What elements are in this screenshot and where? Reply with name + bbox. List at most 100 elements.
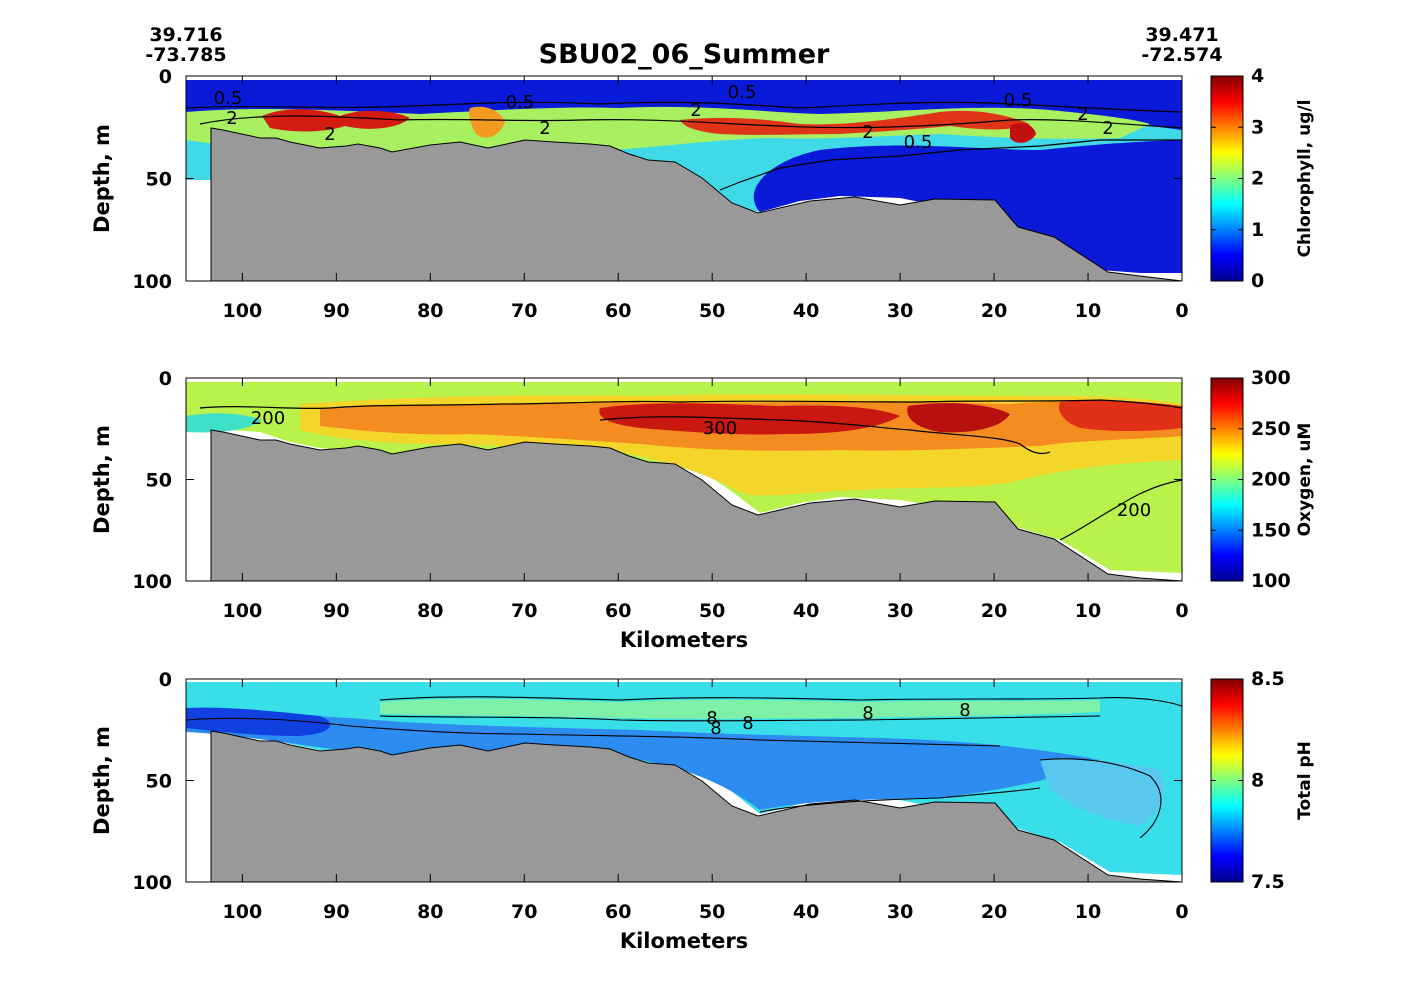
ph-contour-label: 8 xyxy=(742,713,753,734)
end-longitude: -72.574 xyxy=(1141,44,1222,66)
ph-x-tick-label: 30 xyxy=(887,901,913,923)
ph-x-tick-label: 100 xyxy=(223,901,263,923)
ph-contour-label: 8 xyxy=(710,718,721,739)
chlorophyll-y-tick-label: 100 xyxy=(132,271,172,293)
ph-x-tick-label: 80 xyxy=(417,901,443,923)
chlorophyll-contour-label: 0.5 xyxy=(904,132,933,153)
chlorophyll-x-tick-label: 90 xyxy=(323,300,349,322)
oxygen-y-tick-label: 100 xyxy=(132,571,172,593)
oxygen-colorbar-label: Oxygen, uM xyxy=(1295,423,1315,537)
ph-x-tick-label: 10 xyxy=(1075,901,1101,923)
chlorophyll-orange-patch-mid xyxy=(469,106,505,138)
chlorophyll-contour-label: 2 xyxy=(539,118,550,139)
oxygen-x-tick-label: 40 xyxy=(793,600,819,622)
chlorophyll-x-tick-label: 100 xyxy=(223,300,263,322)
chlorophyll-x-tick-label: 40 xyxy=(793,300,819,322)
start-longitude: -73.785 xyxy=(145,44,226,66)
chlorophyll-x-tick-label: 50 xyxy=(699,300,725,322)
oxygen-x-tick-label: 100 xyxy=(223,600,263,622)
ph-bathymetry xyxy=(210,730,1183,883)
chlorophyll-y-tick-label: 0 xyxy=(159,66,172,88)
chlorophyll-contour-label: 2 xyxy=(862,122,873,143)
chlorophyll-colorbar xyxy=(1210,75,1244,282)
oxygen-colorbar-tick-label: 150 xyxy=(1251,519,1291,541)
chlorophyll-red-spot-east xyxy=(1010,123,1036,143)
ph-contour-label: 8 xyxy=(959,700,970,721)
chlorophyll-colorbar-tick-label: 1 xyxy=(1251,219,1264,241)
ph-y-tick-label: 100 xyxy=(132,872,172,894)
ph-y-axis-label: Depth, m xyxy=(90,726,114,835)
oxygen-x-axis-label: Kilometers xyxy=(620,628,748,652)
oxygen-x-tick-label: 60 xyxy=(605,600,631,622)
ph-field xyxy=(186,682,1182,875)
ph-lighter-east xyxy=(1040,758,1164,826)
ph-y-tick-label: 50 xyxy=(146,771,172,793)
oxygen-field xyxy=(186,382,1182,573)
chlorophyll-contour-label: 2 xyxy=(1102,118,1113,139)
chlorophyll-y-tick-label: 50 xyxy=(146,169,172,191)
oxygen-x-tick-label: 90 xyxy=(323,600,349,622)
oxygen-red-band-far-east xyxy=(1058,400,1182,431)
ph-blue-layer xyxy=(186,714,1100,810)
oxygen-red-core-east xyxy=(907,403,1010,433)
ph-x-tick-label: 50 xyxy=(699,901,725,923)
ph-x-tick-label: 40 xyxy=(793,901,819,923)
chlorophyll-contour-label: 0.5 xyxy=(1004,90,1033,111)
chlorophyll-x-tick-label: 70 xyxy=(511,300,537,322)
chlorophyll-x-tick-label: 60 xyxy=(605,300,631,322)
oxygen-x-tick-label: 50 xyxy=(699,600,725,622)
oxygen-y-tick-label: 50 xyxy=(146,470,172,492)
oxygen-contours xyxy=(199,399,1183,541)
oxygen-x-tick-label: 20 xyxy=(981,600,1007,622)
chlorophyll-red-patch-west xyxy=(262,109,410,132)
oxygen-panel: 200 300 200 100 90 80 70 60 50 40 30 20 10 0050100… xyxy=(90,367,1315,652)
chlorophyll-contour-label: 2 xyxy=(226,108,237,129)
chlorophyll-colorbar-tick-label: 4 xyxy=(1251,65,1264,87)
ph-colorbar xyxy=(1210,678,1244,883)
chlorophyll-x-tick-label: 20 xyxy=(981,300,1007,322)
chlorophyll-colorbar-tick-label: 2 xyxy=(1251,168,1264,190)
ph-colorbar-tick-label: 8 xyxy=(1251,770,1264,792)
oxygen-x-tick-label: 30 xyxy=(887,600,913,622)
ph-green-band xyxy=(380,698,1100,719)
oxygen-x-tick-label: 70 xyxy=(511,600,537,622)
chlorophyll-panel: 0.5 2 0.5 2 2 0.5 2 2 0.5 0.5 2 2 100 90 8… xyxy=(90,65,1315,322)
chlorophyll-colorbar-tick-label: 0 xyxy=(1251,270,1264,292)
chlorophyll-x-tick-label: 30 xyxy=(887,300,913,322)
oxygen-colorbar-tick-label: 300 xyxy=(1251,367,1291,389)
ph-x-tick-label: 0 xyxy=(1175,901,1188,923)
oxygen-colorbar xyxy=(1210,377,1244,582)
oxygen-y-axis-label: Depth, m xyxy=(90,425,114,534)
oxygen-colorbar-tick-label: 250 xyxy=(1251,418,1291,440)
ph-contours xyxy=(185,696,1183,839)
ph-x-tick-label: 60 xyxy=(605,901,631,923)
chlorophyll-contour-label: 2 xyxy=(324,124,335,145)
chlorophyll-contour-label: 2 xyxy=(1077,104,1088,125)
oxygen-contour-label: 300 xyxy=(703,418,737,439)
chlorophyll-red-band-east xyxy=(680,110,1030,135)
oxygen-colorbar-tick-label: 100 xyxy=(1251,570,1291,592)
ph-colorbar-label: Total pH xyxy=(1295,741,1315,820)
ph-colorbar-tick-label: 8.5 xyxy=(1251,668,1285,690)
oxygen-x-tick-label: 0 xyxy=(1175,600,1188,622)
chlorophyll-y-axis-label: Depth, m xyxy=(90,124,114,233)
ph-contour-label: 8 xyxy=(862,703,873,724)
chlorophyll-contours xyxy=(185,101,1183,191)
chlorophyll-contour-label: 2 xyxy=(690,100,701,121)
oxygen-y-tick-label: 0 xyxy=(159,368,172,390)
ph-contour-label: 8 xyxy=(706,708,717,729)
start-latitude: 39.716 xyxy=(149,24,222,46)
chlorophyll-contour-label: 0.5 xyxy=(506,92,535,113)
ph-dark-blue-west xyxy=(186,707,331,736)
oxygen-x-tick-label: 10 xyxy=(1075,600,1101,622)
oxygen-colorbar-tick-label: 200 xyxy=(1251,469,1291,491)
end-latitude: 39.471 xyxy=(1145,24,1218,46)
ph-x-tick-label: 90 xyxy=(323,901,349,923)
oxygen-contour-label: 200 xyxy=(1117,500,1151,521)
ph-colorbar-tick-label: 7.5 xyxy=(1251,871,1285,893)
oxygen-x-tick-label: 80 xyxy=(417,600,443,622)
chlorophyll-contour-label: 0.5 xyxy=(214,88,243,109)
